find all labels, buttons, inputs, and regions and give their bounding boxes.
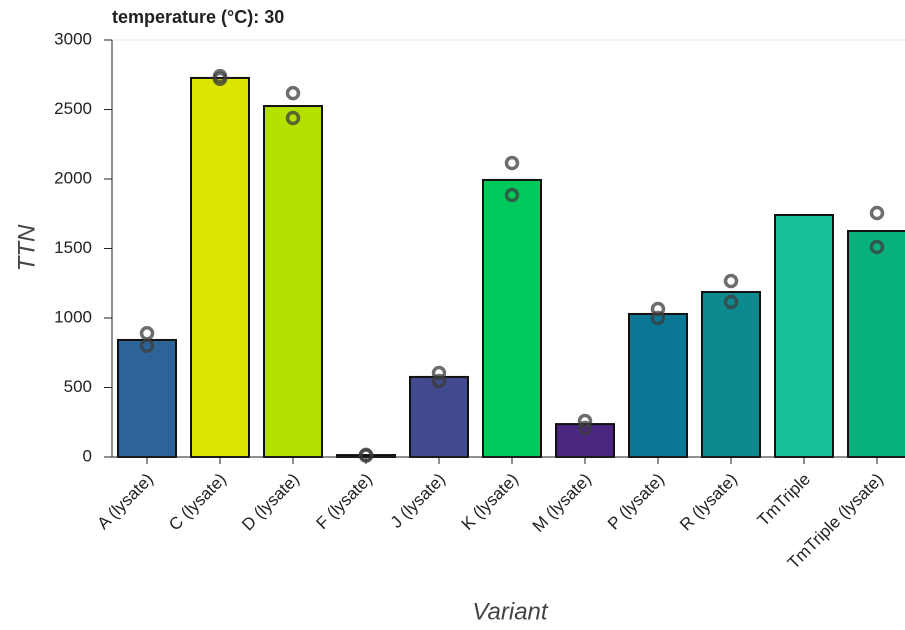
data-point xyxy=(212,71,228,87)
data-point xyxy=(504,187,520,203)
data-point xyxy=(723,294,739,310)
x-tick-label: C (lysate) xyxy=(165,470,230,535)
y-tick-label: 2500 xyxy=(54,99,92,118)
x-tick-label: P (lysate) xyxy=(604,470,668,534)
chart-title: temperature (°C): 30 xyxy=(112,7,284,27)
data-point xyxy=(869,239,885,255)
bar xyxy=(701,291,761,458)
x-tick-label: J (lysate) xyxy=(387,470,449,532)
x-tick-label: A (lysate) xyxy=(93,470,157,534)
bar xyxy=(555,423,615,459)
data-point xyxy=(650,310,666,326)
data-point xyxy=(139,338,155,354)
data-point xyxy=(577,413,593,429)
y-tick-label: 500 xyxy=(64,377,92,396)
data-point xyxy=(139,326,155,341)
x-tick-label: M (lysate) xyxy=(529,470,595,536)
data-point xyxy=(504,155,520,171)
bar xyxy=(847,229,905,458)
data-point xyxy=(431,365,447,381)
x-tick-label: F (lysate) xyxy=(312,470,376,534)
x-tick-label: D (lysate) xyxy=(238,470,303,535)
bar xyxy=(628,312,688,458)
data-point xyxy=(577,420,593,436)
y-axis-label: TTN xyxy=(13,224,40,271)
data-point xyxy=(358,448,374,463)
x-axis-label: Variant xyxy=(472,598,548,625)
bar xyxy=(482,178,542,459)
bar xyxy=(117,338,177,459)
y-tick-label: 0 xyxy=(83,446,92,465)
y-tick-label: 1500 xyxy=(54,238,92,257)
x-tick-label: K (lysate) xyxy=(458,470,522,534)
x-tick-label: TmTriple xyxy=(754,470,814,530)
bar xyxy=(190,76,250,459)
bar xyxy=(774,214,834,458)
y-tick-label: 2000 xyxy=(54,168,92,187)
data-point xyxy=(723,273,739,289)
y-tick-label: 1000 xyxy=(54,307,92,326)
y-tick-label: 3000 xyxy=(54,29,92,48)
data-point xyxy=(285,85,301,101)
data-point xyxy=(431,373,447,389)
data-point xyxy=(285,110,301,126)
bar xyxy=(409,375,469,459)
bar xyxy=(263,105,323,459)
data-point xyxy=(869,205,885,221)
data-point xyxy=(650,301,666,317)
x-tick-label: R (lysate) xyxy=(676,470,741,535)
